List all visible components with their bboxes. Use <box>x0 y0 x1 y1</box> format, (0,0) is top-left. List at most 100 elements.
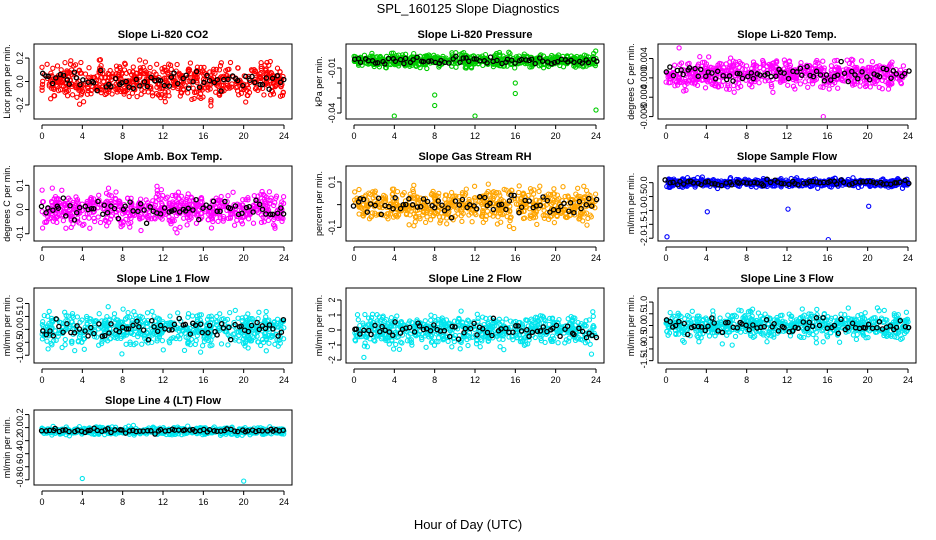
data-point <box>575 185 581 191</box>
data-point-black <box>697 66 704 73</box>
data-point <box>245 197 251 203</box>
data-points <box>38 183 287 236</box>
data-point <box>171 73 177 80</box>
data-point <box>245 85 251 91</box>
data-point <box>119 351 125 357</box>
data-point-black <box>45 205 51 211</box>
data-point-black <box>106 330 112 336</box>
x-tick-label: 12 <box>470 131 480 141</box>
x-tick-label: 16 <box>510 131 520 141</box>
data-point-black <box>873 180 879 186</box>
data-point <box>71 206 77 212</box>
data-point <box>68 319 75 325</box>
data-point-black <box>243 204 250 211</box>
data-point-black <box>841 70 848 77</box>
data-point <box>592 191 599 197</box>
data-point <box>272 223 278 229</box>
data-point <box>64 93 71 99</box>
data-point <box>123 70 130 76</box>
data-point <box>105 185 112 191</box>
data-point-black <box>122 203 128 209</box>
data-point <box>206 337 212 344</box>
data-point-black <box>145 337 152 343</box>
data-point <box>497 192 503 198</box>
data-point-black <box>718 182 725 189</box>
data-point <box>781 57 788 63</box>
data-point <box>461 49 467 56</box>
data-point <box>227 309 233 316</box>
data-point-black <box>466 58 472 65</box>
data-point <box>266 189 273 195</box>
data-point-black <box>487 200 493 207</box>
data-point-outlier <box>472 113 478 118</box>
data-point <box>255 339 261 345</box>
panel-title: Slope Line 1 Flow <box>117 273 210 285</box>
data-point <box>888 80 894 87</box>
data-point <box>239 202 245 208</box>
data-point <box>60 217 67 224</box>
data-point <box>113 189 119 195</box>
x-tick-label: 20 <box>551 253 561 263</box>
data-point-black <box>786 181 792 188</box>
data-point <box>280 200 287 207</box>
data-point <box>274 65 281 71</box>
data-point <box>123 88 129 95</box>
data-point <box>367 191 373 197</box>
data-point-black <box>690 180 697 186</box>
data-point-black <box>431 204 438 211</box>
data-point <box>78 70 85 76</box>
plot-frame <box>345 165 605 242</box>
y-axis-label: kPa per min. <box>314 56 324 107</box>
data-point-black <box>96 321 102 327</box>
x-tick-label: 0 <box>39 131 44 141</box>
data-point <box>96 192 102 198</box>
data-point <box>199 87 205 93</box>
data-point-black <box>810 73 817 80</box>
data-point <box>876 63 883 69</box>
data-point <box>681 88 687 94</box>
x-tick-label: 8 <box>432 253 437 263</box>
data-point <box>145 200 151 206</box>
data-point-black <box>730 78 736 84</box>
data-point <box>389 53 396 59</box>
data-point <box>258 65 264 72</box>
data-point <box>263 334 269 340</box>
data-point-black <box>845 78 851 85</box>
data-point <box>738 83 744 90</box>
data-point <box>84 91 91 97</box>
data-point <box>223 67 229 74</box>
data-point-black <box>115 215 122 222</box>
data-point-black <box>890 68 897 74</box>
data-point-black <box>778 180 785 187</box>
data-point-black <box>274 72 281 79</box>
data-point <box>62 309 68 315</box>
data-point <box>191 95 197 102</box>
data-point <box>245 216 252 222</box>
data-point <box>385 216 391 222</box>
data-point <box>690 77 697 83</box>
data-point <box>48 70 54 76</box>
data-point <box>53 214 60 221</box>
data-point <box>518 195 525 201</box>
data-point-outlier <box>785 206 791 212</box>
data-point <box>375 57 381 63</box>
data-point <box>121 333 127 339</box>
data-point <box>486 192 492 198</box>
data-point-black <box>397 56 404 63</box>
data-point-outlier <box>676 45 682 51</box>
data-point <box>149 93 156 99</box>
data-point <box>123 216 129 223</box>
x-tick-label: 4 <box>704 131 709 141</box>
data-point-black <box>40 328 46 334</box>
data-point <box>197 349 204 355</box>
data-point-black <box>385 55 392 62</box>
data-point <box>490 196 496 202</box>
data-point-black <box>463 55 469 61</box>
data-point <box>753 63 759 69</box>
data-point-black <box>148 74 154 81</box>
data-point <box>774 76 780 82</box>
data-point-black <box>425 58 432 65</box>
data-point-black <box>662 177 668 183</box>
data-point <box>225 215 231 222</box>
data-point <box>187 329 193 335</box>
